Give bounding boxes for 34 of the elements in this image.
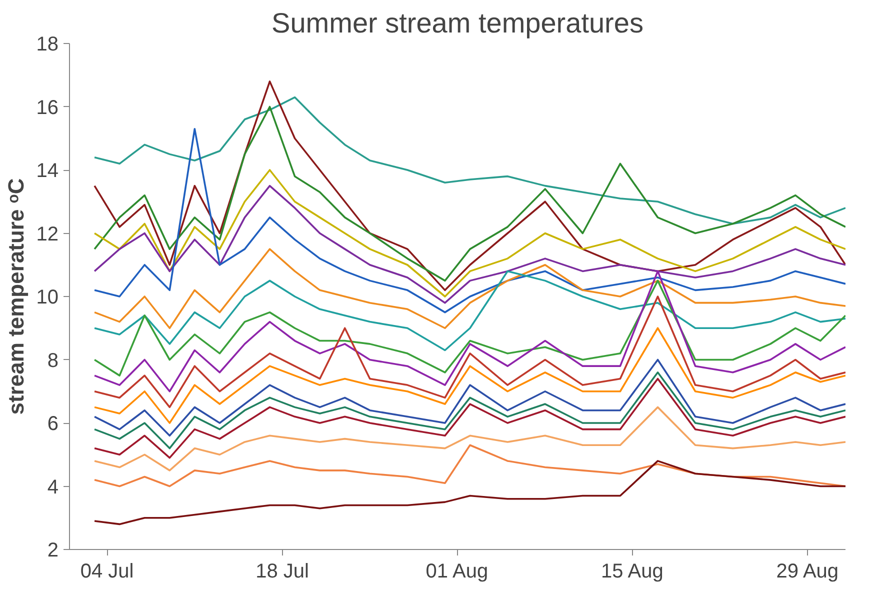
x-tick-label: 04 Jul [80,560,134,582]
line-series [94,128,846,314]
y-tick-label: 10 [36,286,59,308]
y-tick-label: 12 [36,223,59,246]
line-series [94,80,846,292]
line-series [94,327,846,424]
line-series [94,378,846,459]
line-series [94,372,846,450]
y-tick-label: 18 [36,34,59,56]
y-axis-title: stream temperature ᵒC [3,178,28,415]
x-tick-label: 01 Aug [426,560,488,582]
y-tick-label: 2 [47,540,58,562]
y-tick-label: 4 [47,476,58,498]
line-series [94,270,846,392]
line-series [94,358,846,437]
y-tick-label: 6 [47,413,58,435]
line-series [94,460,846,526]
x-tick-label: 15 Aug [601,560,664,582]
chart-title: Summer stream temperatures [272,8,644,38]
line-series [94,444,846,488]
line-series [94,280,846,376]
line-series [94,296,846,408]
y-tick-label: 16 [36,96,59,119]
line-series [94,248,846,330]
line-series [94,406,846,472]
line-series [94,96,846,225]
y-tick-label: 14 [36,160,59,182]
line-series [94,270,846,352]
line-series [94,184,846,304]
line-series [94,106,846,282]
x-tick-label: 18 Jul [256,560,309,582]
x-tick-label: 29 Aug [776,560,839,582]
line-series [94,169,846,298]
y-tick-label: 8 [47,350,58,372]
